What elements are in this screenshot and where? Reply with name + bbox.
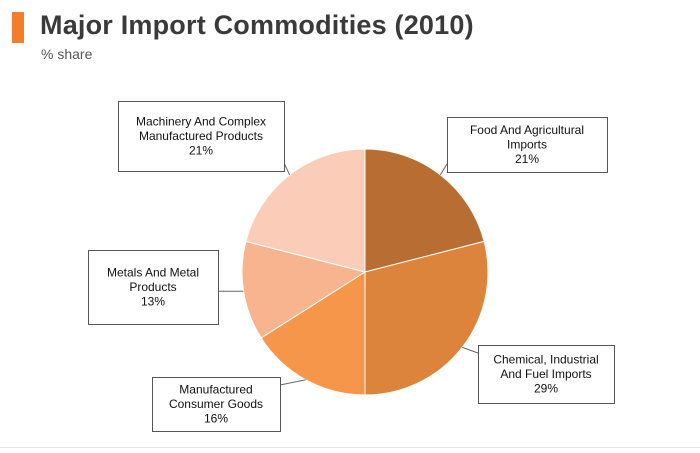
callout-box [152,377,281,432]
slice-category-label: Manufactured [179,383,252,397]
callout-leader-line [279,379,306,386]
slice-value-label: 21% [515,152,539,166]
page-subtitle: % share [41,46,93,62]
slice-value-label: 13% [141,295,165,309]
callout-box [118,101,285,172]
slice-callouts: Food And AgriculturalImports21%Chemical,… [88,101,615,432]
page-title: Major Import Commodities (2010) [40,10,474,40]
callout-box [478,345,615,404]
pie-slice [260,271,366,396]
pie-slice [364,240,489,396]
slice-category-label: Metals And Metal [107,266,199,280]
callout-box [447,117,608,173]
slice-category-label: Food And Agricultural [470,123,584,137]
slice-category-label: And Fuel Imports [500,367,591,381]
slice-value-label: 16% [204,412,228,426]
slice-category-label: Imports [507,138,547,152]
slice-category-label: Products [129,280,176,294]
pie-slice [241,240,367,339]
slice-category-label: Chemical, Industrial [493,353,598,367]
callout-leader-line [439,163,448,176]
slice-category-label: Consumer Goods [169,397,263,411]
callout-box [88,250,219,325]
callout-leader-line [462,346,479,354]
slice-category-label: Machinery And Complex [136,115,266,129]
title-accent-bar [12,12,24,43]
slice-value-label: 29% [534,382,558,396]
slice-value-label: 21% [189,144,213,158]
bottom-divider [0,447,700,448]
slice-category-label: Manufactured Products [139,129,263,143]
pie-slices [241,148,489,396]
